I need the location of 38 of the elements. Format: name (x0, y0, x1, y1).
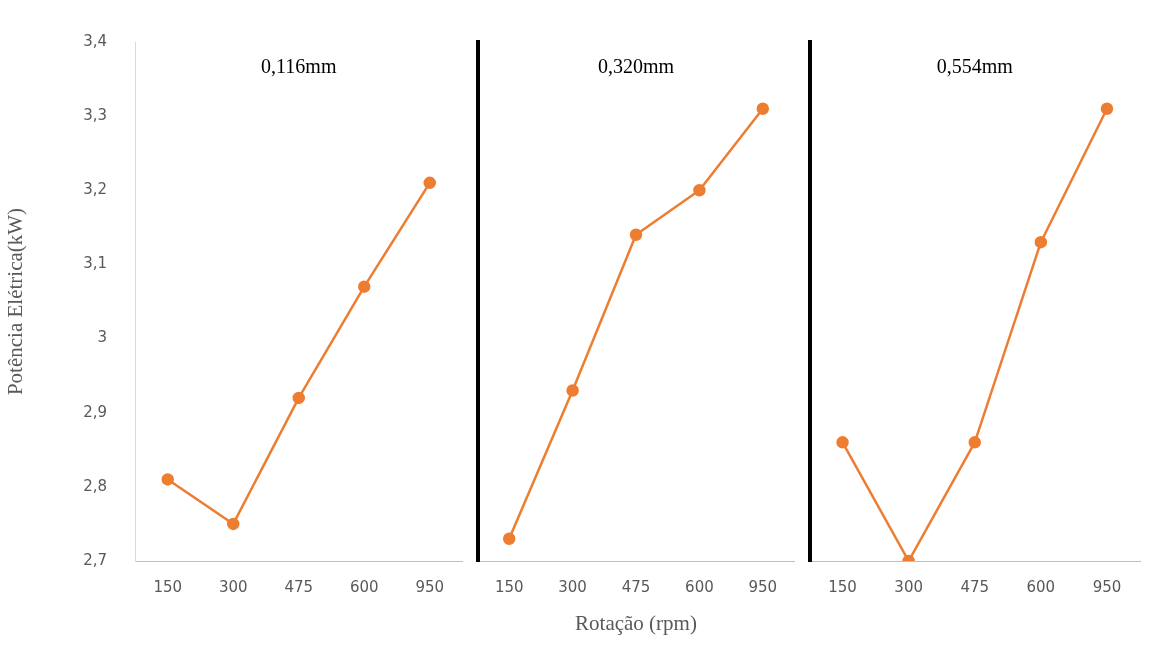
text: 0,116mm (261, 55, 337, 78)
y-tick-label: 3,2 (83, 180, 107, 199)
point (502, 532, 516, 546)
x-tick-label: 300 (558, 577, 587, 596)
text: 0,320mm (597, 55, 675, 78)
y-tick-label: 2,8 (83, 476, 107, 495)
x-tick-label: 600 (685, 577, 714, 596)
point (566, 384, 579, 397)
y-tick-label: 2,7 (83, 550, 107, 569)
y-axis-title: Potência Elétrica(kW) (3, 207, 28, 396)
y-tick-label: 3 (97, 328, 107, 347)
point (693, 184, 706, 197)
x-tick-label: 950 (415, 577, 445, 596)
x-tick-label: 300 (218, 577, 248, 596)
point (161, 473, 174, 486)
x-tick-label: 950 (748, 577, 778, 596)
x-tick-label: 300 (894, 577, 923, 596)
x-axis-title: Rotação (rpm) (575, 610, 697, 635)
point (756, 102, 770, 115)
x-tick-label: 150 (153, 577, 183, 596)
y-tick-label: 3,3 (83, 106, 107, 125)
x-tick-label: 475 (621, 577, 651, 596)
point (629, 228, 643, 242)
x-tick-label: 950 (1092, 577, 1122, 596)
x-tick-label: 600 (349, 577, 379, 596)
text: 0,554mm (936, 55, 1014, 78)
point (423, 176, 436, 190)
x-tick-label: 150 (828, 577, 857, 596)
x-tick-label: 150 (494, 577, 524, 596)
y-tick-label: 2,9 (83, 402, 107, 421)
point (292, 391, 305, 405)
x-tick-label: 475 (960, 577, 990, 596)
x-tick-label: 600 (1026, 577, 1056, 596)
point (227, 517, 240, 531)
x-tick-label: 475 (284, 577, 314, 596)
point (358, 280, 371, 293)
y-tick-label: 3,4 (83, 31, 107, 50)
y-tick-label: 3,1 (83, 254, 107, 273)
